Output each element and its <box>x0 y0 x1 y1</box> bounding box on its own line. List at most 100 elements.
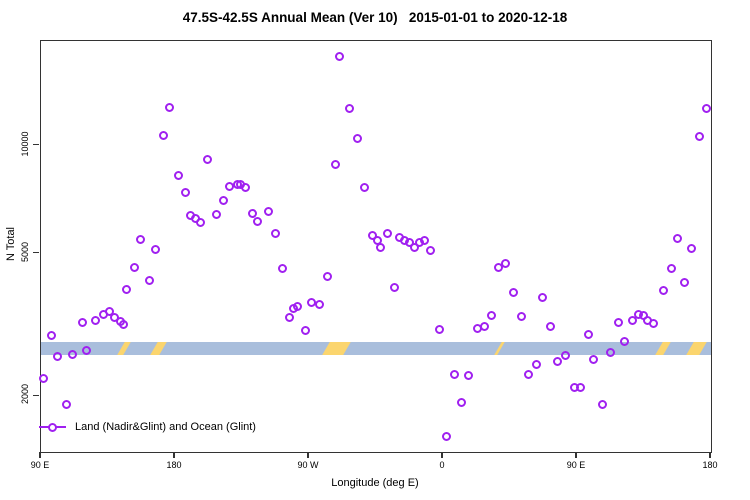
x-axis-title: Longitude (deg E) <box>331 477 419 489</box>
data-point <box>150 244 160 254</box>
data-point <box>314 299 324 309</box>
data-point <box>516 311 526 321</box>
data-point <box>575 382 585 392</box>
data-point <box>553 356 563 366</box>
data-point <box>278 264 288 274</box>
data-point <box>389 283 399 293</box>
x-tick-label: 90 W <box>297 460 319 470</box>
data-point <box>91 315 101 325</box>
data-point <box>159 131 169 141</box>
legend: Land (Nadir&Glint) and Ocean (Glint) <box>39 421 256 433</box>
data-point <box>145 276 155 286</box>
data-point <box>501 259 511 269</box>
x-axis-tick <box>39 452 41 458</box>
data-point <box>190 213 200 223</box>
y-tick-label: 5000 <box>20 241 30 262</box>
data-point <box>284 312 294 322</box>
data-point <box>620 336 630 346</box>
x-tick-label: 90 E <box>566 460 586 470</box>
data-point <box>344 103 354 113</box>
data-point <box>68 350 78 360</box>
data-point <box>658 285 668 295</box>
data-point <box>330 160 340 170</box>
x-tick-label: 0 <box>439 460 445 470</box>
data-point <box>508 288 518 298</box>
data-point <box>264 206 274 216</box>
y-tick-label: 2000 <box>20 384 30 405</box>
x-axis-tick <box>307 452 309 458</box>
data-point <box>589 355 599 365</box>
data-point <box>434 324 444 334</box>
data-point <box>352 134 362 143</box>
data-point <box>479 321 489 331</box>
data-point <box>212 209 222 219</box>
data-point <box>248 209 258 219</box>
data-point <box>78 318 88 328</box>
data-point <box>584 329 594 339</box>
data-point <box>359 183 369 193</box>
data-point <box>494 263 504 273</box>
data-point <box>410 243 420 253</box>
data-point <box>121 284 131 294</box>
legend-line-marker <box>39 422 66 432</box>
data-point <box>110 312 120 322</box>
x-tick-label: 180 <box>702 460 718 470</box>
y-axis-tick <box>33 394 39 397</box>
chart-title: 47.5S-42.5S Annual Mean (Ver 10) 2015-01… <box>182 10 568 25</box>
data-point <box>165 102 175 112</box>
data-point <box>649 319 659 329</box>
data-point <box>61 399 71 409</box>
data-point <box>47 330 57 340</box>
data-point <box>38 374 48 384</box>
data-point <box>449 370 459 380</box>
x-axis-tick <box>575 452 577 458</box>
data-point <box>628 316 638 326</box>
data-point <box>383 228 393 238</box>
data-point <box>293 301 303 311</box>
data-point <box>487 310 497 320</box>
data-point <box>456 397 466 407</box>
data-point <box>180 187 190 197</box>
data-point <box>702 103 712 113</box>
data-point <box>203 154 213 164</box>
data-point <box>680 277 690 287</box>
data-point <box>545 322 555 332</box>
data-point <box>129 263 139 273</box>
data-point <box>614 318 624 328</box>
data-point <box>673 234 683 244</box>
plot-area <box>38 40 712 453</box>
data-point <box>598 399 608 409</box>
data-point <box>442 431 452 441</box>
data-point <box>538 293 548 303</box>
data-point <box>82 345 92 355</box>
ocean-glint-reference-band <box>41 342 711 355</box>
data-point <box>695 132 705 142</box>
x-tick-label: 90 E <box>30 460 50 470</box>
data-point <box>270 229 280 239</box>
x-axis-tick <box>709 452 711 458</box>
data-point <box>606 347 616 357</box>
data-point <box>375 242 385 252</box>
data-point <box>335 52 345 62</box>
data-point <box>560 351 570 361</box>
data-point <box>195 218 205 228</box>
y-axis-tick <box>33 144 39 146</box>
data-point <box>253 217 263 227</box>
y-axis-tick <box>33 252 39 254</box>
data-point <box>219 195 229 205</box>
data-point <box>53 351 63 361</box>
data-point <box>666 263 676 273</box>
data-point <box>323 271 333 281</box>
data-point <box>104 307 114 317</box>
y-axis-title: N Total <box>5 226 17 261</box>
x-tick-label: 180 <box>166 460 182 470</box>
data-point <box>425 246 435 256</box>
data-point <box>419 235 429 245</box>
y-tick-label: 10000 <box>20 131 30 157</box>
data-point <box>687 244 697 254</box>
x-axis-tick <box>441 452 443 458</box>
data-point <box>240 183 250 193</box>
data-point <box>173 170 183 180</box>
data-point <box>135 234 145 244</box>
